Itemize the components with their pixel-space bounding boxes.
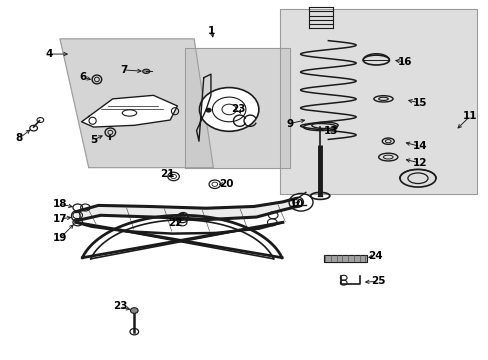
Text: 1: 1: [208, 26, 215, 36]
Text: 10: 10: [289, 199, 304, 209]
Text: 5: 5: [90, 135, 97, 145]
Polygon shape: [206, 207, 256, 220]
Text: 18: 18: [53, 199, 67, 209]
Polygon shape: [60, 39, 213, 168]
Polygon shape: [282, 198, 297, 210]
Text: 14: 14: [412, 141, 427, 152]
Text: 23: 23: [112, 301, 127, 311]
Text: 25: 25: [371, 276, 385, 286]
Text: 7: 7: [120, 65, 127, 75]
Text: 15: 15: [412, 98, 427, 108]
Text: 19: 19: [53, 233, 67, 243]
Text: 4: 4: [45, 49, 53, 59]
Polygon shape: [280, 9, 476, 194]
Text: 8: 8: [16, 133, 23, 143]
Polygon shape: [148, 207, 208, 220]
Polygon shape: [98, 206, 153, 217]
Text: 24: 24: [367, 251, 382, 261]
Text: 16: 16: [397, 57, 411, 67]
Text: 11: 11: [462, 112, 476, 121]
Polygon shape: [323, 255, 366, 262]
Circle shape: [130, 308, 138, 313]
Text: 12: 12: [412, 158, 427, 168]
Text: 17: 17: [53, 214, 67, 224]
Ellipse shape: [142, 69, 149, 73]
Text: 13: 13: [323, 126, 337, 136]
Circle shape: [206, 108, 210, 112]
Polygon shape: [81, 95, 177, 127]
Text: 23: 23: [231, 104, 245, 114]
Text: 6: 6: [79, 72, 86, 82]
Polygon shape: [76, 206, 101, 221]
Text: 21: 21: [160, 168, 175, 179]
Text: 22: 22: [167, 218, 182, 228]
Polygon shape: [254, 202, 282, 217]
Polygon shape: [184, 48, 289, 168]
Text: 9: 9: [286, 118, 293, 129]
Text: 20: 20: [219, 179, 233, 189]
Circle shape: [199, 87, 258, 131]
